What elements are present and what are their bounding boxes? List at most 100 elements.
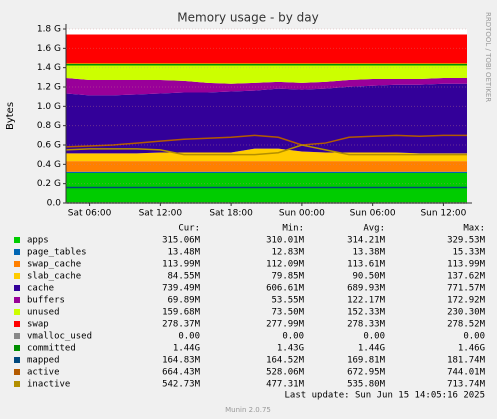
legend-swatch bbox=[14, 381, 20, 387]
y-tick-label: 0.4 G bbox=[37, 160, 61, 170]
legend-value: 172.92M bbox=[447, 296, 486, 306]
y-tick-label: 1.6 G bbox=[37, 44, 61, 54]
legend-name: swap_cache bbox=[27, 260, 81, 270]
legend-value: 152.33M bbox=[347, 308, 386, 318]
y-axis-label: Bytes bbox=[5, 102, 16, 130]
y-tick-label: 1.4 G bbox=[37, 63, 61, 73]
legend-value: 0.00 bbox=[178, 332, 200, 342]
legend-value: 53.55M bbox=[271, 296, 304, 306]
y-tick-label: 0.2 G bbox=[37, 179, 61, 189]
legend-value: 1.43G bbox=[277, 344, 304, 354]
legend-value: 13.48M bbox=[167, 248, 200, 258]
legend-name: swap bbox=[27, 320, 49, 330]
legend-value: 90.50M bbox=[352, 272, 385, 282]
legend-value: 164.52M bbox=[266, 356, 305, 366]
legend-value: 230.30M bbox=[447, 308, 486, 318]
legend-name: unused bbox=[27, 308, 60, 318]
legend-value: 278.52M bbox=[447, 320, 486, 330]
legend-swatch bbox=[14, 345, 20, 351]
legend-swatch bbox=[14, 237, 20, 243]
plot bbox=[65, 34, 467, 204]
x-tick-label: Sun 00:00 bbox=[279, 209, 325, 219]
legend-value: 310.01M bbox=[266, 236, 305, 246]
legend-name: committed bbox=[27, 344, 76, 354]
x-tick-label: Sun 12:00 bbox=[420, 209, 466, 219]
legend-swatch bbox=[14, 261, 20, 267]
area bbox=[66, 78, 467, 96]
legend-value: 69.89M bbox=[167, 296, 200, 306]
footer: Munin 2.0.75 bbox=[225, 406, 271, 414]
legend-value: 771.57M bbox=[447, 284, 486, 294]
legend-value: 159.68M bbox=[162, 308, 201, 318]
legend-name: slab_cache bbox=[27, 272, 81, 282]
y-tick-label: 0.6 G bbox=[37, 141, 61, 151]
legend-value: 542.73M bbox=[162, 380, 201, 390]
y-tick-label: 0.0 bbox=[47, 199, 62, 209]
legend-value: 1.46G bbox=[458, 344, 485, 354]
legend-value: 0.00 bbox=[282, 332, 304, 342]
legend-value: 477.31M bbox=[266, 380, 305, 390]
y-tick-label: 1.2 G bbox=[37, 83, 61, 93]
legend-name: vmalloc_used bbox=[27, 332, 92, 342]
legend-value: 15.33M bbox=[452, 248, 485, 258]
legend-header: Min: bbox=[282, 224, 304, 234]
line bbox=[65, 144, 467, 156]
legend-value: 13.38M bbox=[352, 248, 385, 258]
legend-swatch bbox=[14, 333, 20, 339]
legend-value: 713.74M bbox=[447, 380, 486, 390]
legend-value: 122.17M bbox=[347, 296, 386, 306]
legend-value: 315.06M bbox=[162, 236, 201, 246]
legend-name: apps bbox=[27, 236, 49, 246]
legend-value: 112.09M bbox=[266, 260, 305, 270]
legend-value: 277.99M bbox=[266, 320, 305, 330]
y-tick-label: 0.8 G bbox=[37, 121, 61, 131]
legend-swatch bbox=[14, 309, 20, 315]
legend-swatch bbox=[14, 369, 20, 375]
x-tick-label: Sat 06:00 bbox=[68, 209, 112, 219]
x-tick-label: Sat 18:00 bbox=[209, 209, 253, 219]
line bbox=[65, 134, 467, 148]
legend-value: 113.99M bbox=[162, 260, 201, 270]
legend-value: 606.61M bbox=[266, 284, 305, 294]
legend-value: 113.99M bbox=[447, 260, 486, 270]
legend-swatch bbox=[14, 285, 20, 291]
x-tick-label: Sat 12:00 bbox=[139, 209, 183, 219]
legend-name: mapped bbox=[27, 356, 60, 366]
area bbox=[66, 161, 467, 172]
legend-name: active bbox=[27, 368, 60, 378]
legend-value: 0.00 bbox=[463, 332, 485, 342]
legend-value: 314.21M bbox=[347, 236, 386, 246]
legend-value: 739.49M bbox=[162, 284, 201, 294]
legend-value: 181.74M bbox=[447, 356, 486, 366]
y-tick-label: 1.0 G bbox=[37, 102, 61, 112]
legend-value: 137.62M bbox=[447, 272, 486, 282]
y-tick-label: 1.8 G bbox=[37, 25, 61, 35]
legend-value: 744.01M bbox=[447, 368, 486, 378]
chart-title: Memory usage - by day bbox=[177, 11, 318, 25]
legend-value: 0.00 bbox=[363, 332, 385, 342]
legend-value: 528.06M bbox=[266, 368, 305, 378]
legend-header: Max: bbox=[463, 224, 485, 234]
legend-value: 278.37M bbox=[162, 320, 201, 330]
legend-value: 664.43M bbox=[162, 368, 201, 378]
legend-value: 1.44G bbox=[358, 344, 385, 354]
last-update: Last update: Sun Jun 15 14:05:16 2025 bbox=[285, 391, 485, 401]
legend-value: 672.95M bbox=[347, 368, 386, 378]
legend-value: 169.81M bbox=[347, 356, 386, 366]
legend-value: 535.80M bbox=[347, 380, 386, 390]
legend-value: 689.93M bbox=[347, 284, 386, 294]
legend-value: 1.44G bbox=[173, 344, 200, 354]
legend-swatch bbox=[14, 273, 20, 279]
legend-header: Avg: bbox=[363, 224, 385, 234]
legend-value: 84.55M bbox=[167, 272, 200, 282]
legend-swatch bbox=[14, 357, 20, 363]
legend-value: 12.83M bbox=[271, 248, 304, 258]
area bbox=[66, 171, 467, 174]
legend-value: 73.50M bbox=[271, 308, 304, 318]
legend-value: 278.33M bbox=[347, 320, 386, 330]
legend-name: inactive bbox=[27, 380, 70, 390]
legend-swatch bbox=[14, 321, 20, 327]
area bbox=[66, 63, 467, 84]
legend-header: Cur: bbox=[178, 224, 200, 234]
